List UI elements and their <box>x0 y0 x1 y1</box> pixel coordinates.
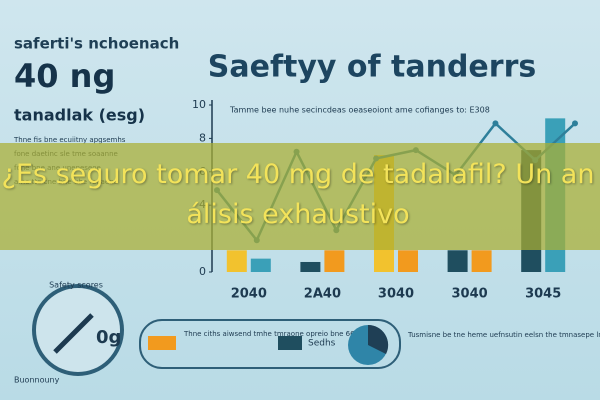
x-tick-label: 2A40 <box>304 287 341 302</box>
subtitle: tanadlak (esg) <box>14 106 145 125</box>
gauge-caption: Buonnouny <box>14 376 60 385</box>
trend-point <box>492 120 499 127</box>
title: Saeftyy of tanderrs <box>208 50 536 85</box>
kicker: saferti's nchoenach <box>14 35 179 53</box>
bar <box>398 250 418 272</box>
banner: ¿Es seguro tomar 40 mg de tadalafil? Un … <box>0 143 600 250</box>
x-tick-label: 3040 <box>452 287 488 302</box>
legend-swatch <box>278 336 302 350</box>
bar <box>471 250 492 272</box>
y-tick-label: 0 <box>199 265 206 278</box>
legend-box <box>139 319 401 369</box>
y-tick-label: 8 <box>199 131 206 144</box>
banner-text: ¿Es seguro tomar 40 mg de tadalafil? Un … <box>1 159 595 230</box>
x-tick-label: 3045 <box>525 287 561 302</box>
gauge-label: Safety scores <box>49 281 103 290</box>
legend-swatch <box>148 336 176 350</box>
legend-note: Thne ciths aiwsend tmhe tmraone opreio b… <box>183 330 360 338</box>
dose: 40 ng <box>14 57 115 95</box>
bar <box>447 250 468 272</box>
gauge-needle <box>53 313 94 354</box>
legend-item: Sedhs <box>308 339 336 349</box>
left-note: Thne fis bne ecuiitny apgsemhs <box>13 136 126 144</box>
chart-note: Tamme bee nuhe secincdeas oeaseoiont ame… <box>229 106 490 115</box>
y-tick-label: 10 <box>192 98 206 111</box>
x-tick-label: 3040 <box>378 287 414 302</box>
x-tick-label: 2040 <box>231 287 267 302</box>
bar <box>324 250 345 272</box>
bar <box>226 250 247 272</box>
gauge-value: 0g <box>96 327 121 348</box>
bar <box>250 258 271 272</box>
bar <box>300 261 321 272</box>
pie-slice <box>368 324 389 354</box>
pie-note: Tusmisne be tne heme uefnsutin eelsn the… <box>407 331 600 339</box>
trend-point <box>572 120 578 127</box>
